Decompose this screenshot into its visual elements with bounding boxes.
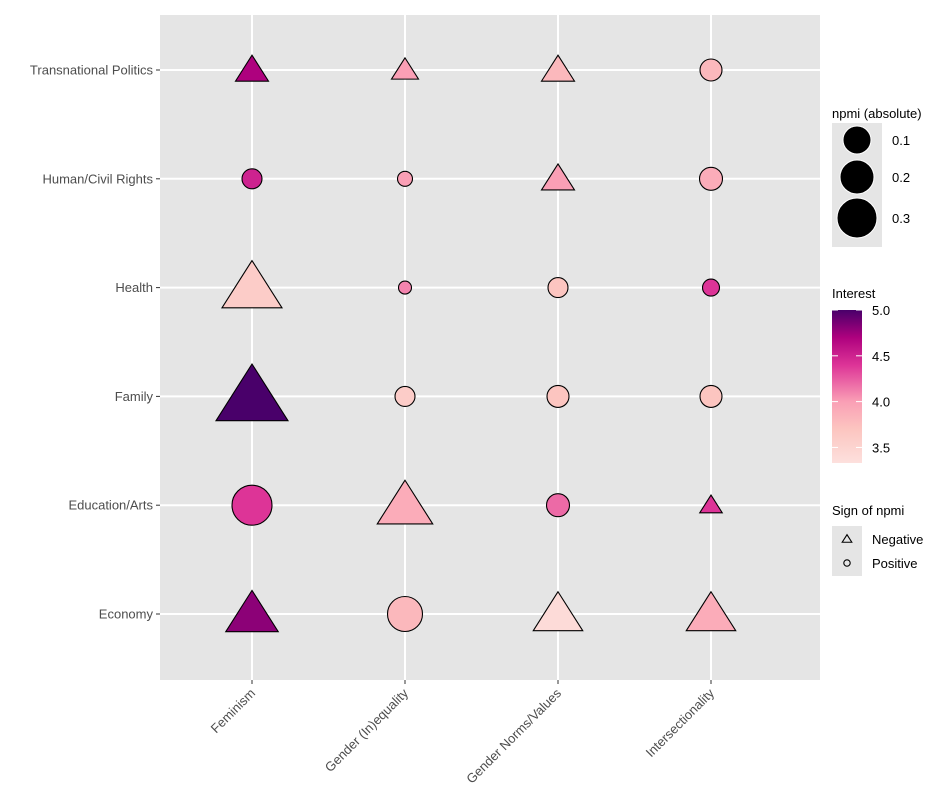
colorbar-label: 4.0	[872, 395, 890, 410]
colorbar-label: 4.5	[872, 349, 890, 364]
data-point	[547, 277, 569, 299]
data-point	[386, 595, 424, 633]
size-legend-label: 0.2	[892, 170, 910, 185]
size-legend-title: npmi (absolute)	[832, 106, 922, 121]
data-point	[394, 385, 416, 407]
data-point	[220, 259, 284, 309]
data-point	[231, 484, 273, 526]
y-tick-label: Education/Arts	[68, 498, 153, 513]
data-point	[390, 56, 420, 80]
y-tick-label: Health	[115, 280, 153, 295]
size-legend-circle	[836, 197, 878, 239]
shape-legend-title: Sign of npmi	[832, 503, 904, 518]
colorbar-label: 3.5	[872, 440, 890, 455]
data-point	[241, 168, 263, 190]
x-tick-label: Intersectionality	[643, 685, 718, 760]
size-legend-label: 0.3	[892, 211, 910, 226]
data-point	[376, 479, 434, 525]
data-point	[532, 590, 584, 632]
data-point	[397, 280, 413, 295]
shape-legend-positive-icon	[843, 559, 851, 567]
size-legend-label: 0.1	[892, 133, 910, 148]
colorbar-label: 5.0	[872, 303, 890, 318]
data-point	[224, 589, 280, 633]
y-tick-label: Human/Civil Rights	[42, 171, 153, 186]
shape-legend-negative-icon	[841, 533, 853, 543]
x-tick-label: Feminism	[208, 686, 258, 736]
shape-legend-key-bg	[832, 526, 862, 576]
data-point	[698, 494, 724, 514]
data-point	[699, 384, 723, 408]
data-point	[234, 54, 270, 82]
data-point	[685, 590, 737, 632]
y-tick-label: Family	[115, 389, 154, 404]
y-tick-label: Transnational Politics	[30, 63, 154, 78]
color-legend-title: Interest	[832, 286, 876, 301]
colorbar	[832, 310, 862, 463]
shape-legend-label: Positive	[872, 556, 918, 571]
plot-panel	[160, 15, 820, 680]
data-point	[214, 362, 290, 422]
shape-legend-label: Negative	[872, 532, 923, 547]
data-point	[698, 166, 724, 191]
data-point	[546, 384, 570, 408]
data-point	[396, 170, 414, 187]
data-point	[699, 58, 723, 82]
data-point	[545, 493, 571, 518]
data-point	[540, 162, 576, 191]
data-point	[701, 278, 721, 297]
data-point	[540, 54, 576, 82]
size-legend-circle	[842, 125, 872, 155]
x-tick-label: Gender (In)equality	[322, 685, 412, 775]
size-legend-circle	[839, 159, 875, 195]
x-tick-label: Gender Norms/Values	[463, 685, 564, 786]
y-tick-label: Economy	[99, 607, 154, 622]
